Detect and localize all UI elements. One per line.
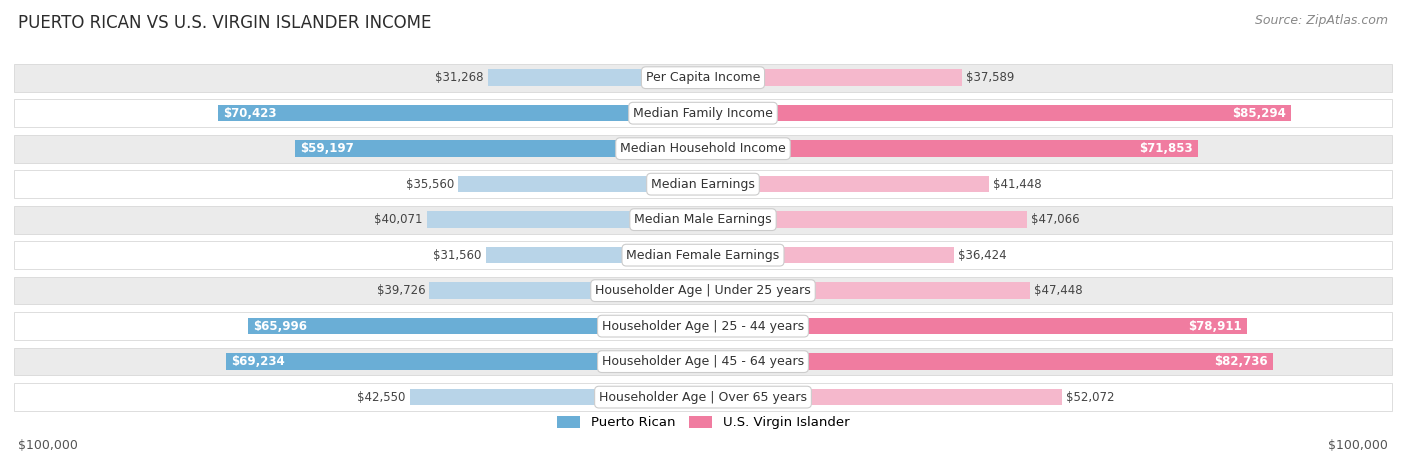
Bar [14,64,1392,92]
Bar [411,389,703,405]
Bar [249,318,703,334]
Text: $47,066: $47,066 [1032,213,1080,226]
Bar [703,283,1029,299]
Text: $31,560: $31,560 [433,248,481,262]
Text: $82,736: $82,736 [1215,355,1268,368]
Text: $78,911: $78,911 [1188,319,1241,333]
Text: PUERTO RICAN VS U.S. VIRGIN ISLANDER INCOME: PUERTO RICAN VS U.S. VIRGIN ISLANDER INC… [18,14,432,32]
Text: $70,423: $70,423 [222,106,276,120]
Bar [14,348,1392,375]
Text: Householder Age | Over 65 years: Householder Age | Over 65 years [599,390,807,403]
Text: $35,560: $35,560 [405,177,454,191]
Bar [427,212,703,228]
Text: Median Household Income: Median Household Income [620,142,786,155]
Bar [485,247,703,263]
Text: Source: ZipAtlas.com: Source: ZipAtlas.com [1254,14,1388,27]
Bar [703,389,1062,405]
Bar [14,170,1392,198]
Text: Per Capita Income: Per Capita Income [645,71,761,84]
Bar [218,105,703,121]
Bar [295,141,703,157]
Text: $59,197: $59,197 [299,142,354,155]
Bar [703,176,988,192]
Text: $47,448: $47,448 [1033,284,1083,297]
Bar [14,99,1392,127]
Text: $39,726: $39,726 [377,284,425,297]
Text: $31,268: $31,268 [434,71,484,84]
Bar [14,206,1392,234]
Text: Householder Age | 25 - 44 years: Householder Age | 25 - 44 years [602,319,804,333]
Bar [488,70,703,86]
Text: Median Earnings: Median Earnings [651,177,755,191]
Text: Householder Age | 45 - 64 years: Householder Age | 45 - 64 years [602,355,804,368]
Text: $71,853: $71,853 [1140,142,1194,155]
Text: $65,996: $65,996 [253,319,307,333]
Text: Median Male Earnings: Median Male Earnings [634,213,772,226]
Text: $69,234: $69,234 [231,355,284,368]
Bar [703,354,1272,370]
Bar [703,212,1028,228]
Bar [14,241,1392,269]
Text: $85,294: $85,294 [1232,106,1286,120]
Text: Householder Age | Under 25 years: Householder Age | Under 25 years [595,284,811,297]
Bar [703,105,1291,121]
Text: Median Female Earnings: Median Female Earnings [627,248,779,262]
Text: $100,000: $100,000 [1327,439,1388,453]
Bar [703,141,1198,157]
Bar [14,277,1392,304]
Text: $100,000: $100,000 [18,439,79,453]
Bar [458,176,703,192]
Bar [14,135,1392,163]
Text: $36,424: $36,424 [957,248,1007,262]
Bar [703,70,962,86]
Legend: Puerto Rican, U.S. Virgin Islander: Puerto Rican, U.S. Virgin Islander [551,410,855,434]
Bar [14,383,1392,411]
Bar [703,247,953,263]
Text: Median Family Income: Median Family Income [633,106,773,120]
Text: $52,072: $52,072 [1066,390,1115,403]
Text: $40,071: $40,071 [374,213,423,226]
Bar [226,354,703,370]
Text: $42,550: $42,550 [357,390,406,403]
Bar [429,283,703,299]
Bar [703,318,1247,334]
Bar [14,312,1392,340]
Text: $41,448: $41,448 [993,177,1042,191]
Text: $37,589: $37,589 [966,71,1015,84]
